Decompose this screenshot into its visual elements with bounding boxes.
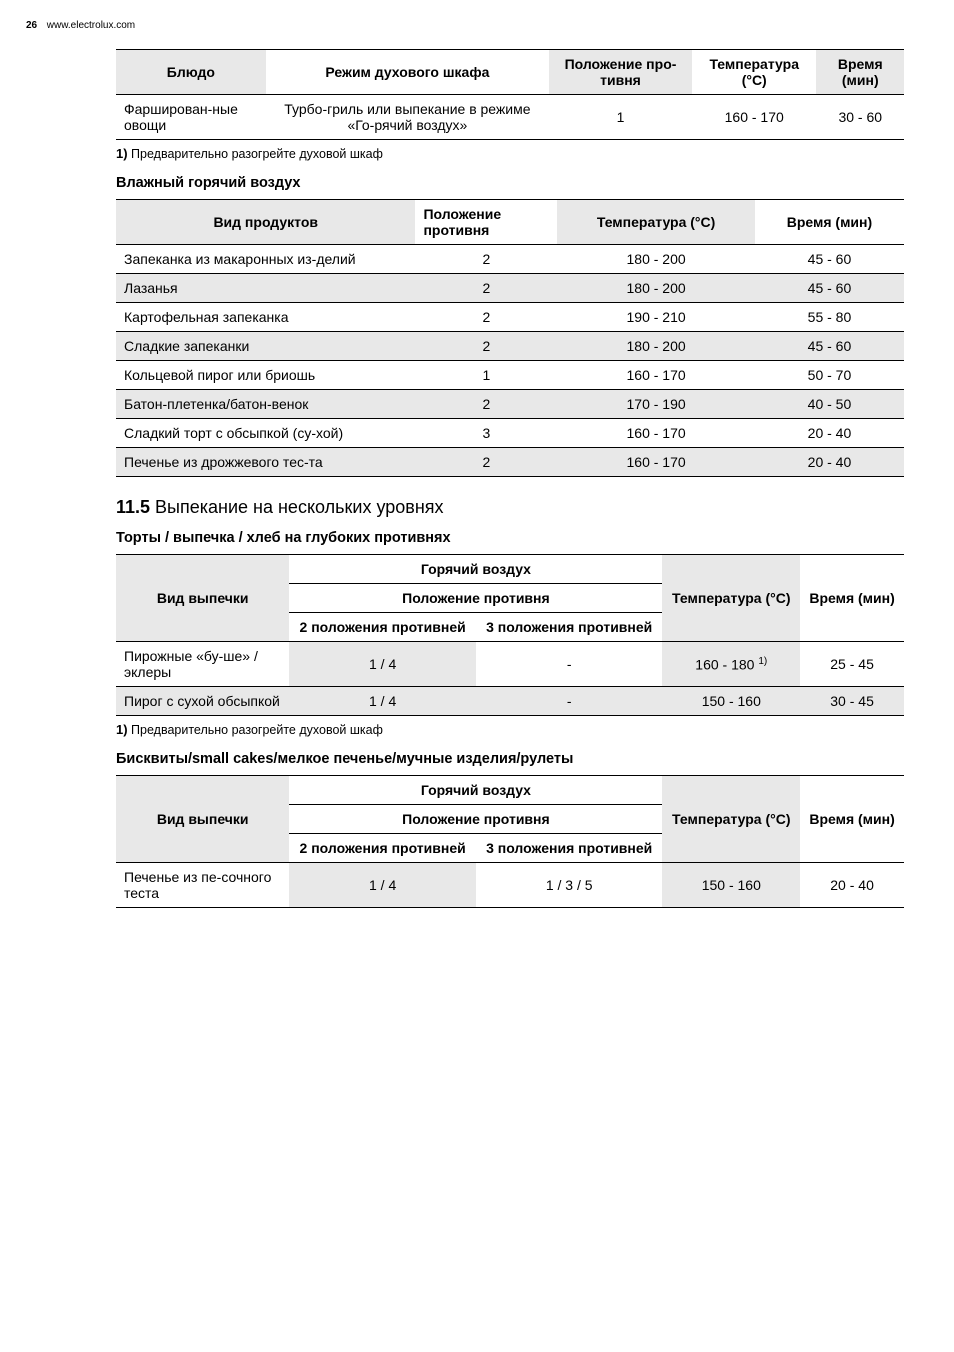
table-moist-air: Вид продуктов Положение противня Темпера… bbox=[116, 199, 904, 477]
page-number: 26 bbox=[26, 20, 44, 31]
table-row: Пирожные «бу‐ше» / эклеры bbox=[116, 642, 289, 687]
table-row: Лазанья bbox=[116, 274, 415, 303]
table-row: 150 - 160 bbox=[662, 863, 800, 908]
table-row: Сладкий торт с обсыпкой (су‐хой) bbox=[116, 419, 415, 448]
t2-h4: Время (мин) bbox=[755, 200, 904, 245]
table-row: 1 / 4 bbox=[289, 642, 476, 687]
table-row: 150 - 160 bbox=[662, 687, 800, 716]
table-row: 2 bbox=[415, 274, 557, 303]
t1-h2: Режим духового шкафа bbox=[266, 50, 549, 95]
table-row: 20 - 40 bbox=[755, 419, 904, 448]
table-row: 2 bbox=[415, 332, 557, 361]
page-header: 26 www.electrolux.com bbox=[26, 20, 904, 31]
table-row: 1 bbox=[415, 361, 557, 390]
section-text: Выпекание на нескольких уровнях bbox=[150, 497, 443, 517]
t2-h1: Вид продуктов bbox=[116, 200, 415, 245]
footnote-1: 1) Предварительно разогрейте духовой шка… bbox=[116, 146, 904, 161]
table-stuffed-veg: Блюдо Режим духового шкафа Положение про… bbox=[116, 49, 904, 140]
table-row: Печенье из пе‐сочного теста bbox=[116, 863, 289, 908]
table-row: 45 - 60 bbox=[755, 332, 904, 361]
table-row: 20 - 40 bbox=[800, 863, 904, 908]
fn2-text: Предварительно разогрейте духовой шкаф bbox=[128, 723, 383, 737]
t1-h5: Время (мин) bbox=[816, 50, 904, 95]
section-num: 11.5 bbox=[116, 497, 150, 517]
t1-time: 30 - 60 bbox=[816, 95, 904, 140]
table-row: Запеканка из макаронных из‐делий bbox=[116, 245, 415, 274]
table-row: - bbox=[476, 687, 663, 716]
table-row: 45 - 60 bbox=[755, 274, 904, 303]
t4-h-time: Время (мин) bbox=[800, 776, 904, 863]
t4-h-pos2: 2 положения противней bbox=[289, 834, 476, 863]
t3-h-posrow: Положение противня bbox=[289, 584, 662, 613]
table-row: 1 / 4 bbox=[289, 687, 476, 716]
t4-h-temp: Температура (°C) bbox=[662, 776, 800, 863]
table-row: 30 - 45 bbox=[800, 687, 904, 716]
t1-dish: Фарширован‐ные овощи bbox=[116, 95, 266, 140]
table-row: 1 / 4 bbox=[289, 863, 476, 908]
table-row: Пирог с сухой обсыпкой bbox=[116, 687, 289, 716]
t1-temp: 160 - 170 bbox=[692, 95, 817, 140]
t2-h3: Температура (°C) bbox=[557, 200, 755, 245]
table-row: 40 - 50 bbox=[755, 390, 904, 419]
t1-h4: Температура (°C) bbox=[692, 50, 817, 95]
table-row: 20 - 40 bbox=[755, 448, 904, 477]
table-row: 1 / 3 / 5 bbox=[476, 863, 663, 908]
t2-h2: Положение противня bbox=[415, 200, 557, 245]
t1-h3: Положение про‐тивня bbox=[549, 50, 692, 95]
t3-h-air: Горячий воздух bbox=[289, 555, 662, 584]
page-url: www.electrolux.com bbox=[47, 20, 135, 31]
t3-h-temp: Температура (°C) bbox=[662, 555, 800, 642]
fn2-num: 1) bbox=[116, 722, 128, 737]
table-row: 55 - 80 bbox=[755, 303, 904, 332]
t1-pos: 1 bbox=[549, 95, 692, 140]
table-row: 2 bbox=[415, 245, 557, 274]
table-row: 160 - 170 bbox=[557, 361, 755, 390]
table-row: 160 - 170 bbox=[557, 448, 755, 477]
fn1-text: Предварительно разогрейте духовой шкаф bbox=[128, 147, 383, 161]
table-multi-level-cakes: Вид выпечки Горячий воздух Температура (… bbox=[116, 554, 904, 716]
table-row: 170 - 190 bbox=[557, 390, 755, 419]
subhead-moist-air: Влажный горячий воздух bbox=[116, 175, 904, 191]
table-row: 3 bbox=[415, 419, 557, 448]
table-row: 2 bbox=[415, 448, 557, 477]
table-row: 180 - 200 bbox=[557, 245, 755, 274]
fn1-num: 1) bbox=[116, 146, 128, 161]
table-row: 160 - 180 1) bbox=[662, 642, 800, 687]
subhead-cakes: Торты / выпечка / хлеб на глубоких проти… bbox=[116, 530, 904, 546]
t3-h-pos2: 2 положения противней bbox=[289, 613, 476, 642]
table-row: Батон-плетенка/батон-венок bbox=[116, 390, 415, 419]
table-row: 160 - 170 bbox=[557, 419, 755, 448]
t3-h-type: Вид выпечки bbox=[116, 555, 289, 642]
subhead-biscuits: Бисквиты/small cakes/мелкое печенье/мучн… bbox=[116, 751, 904, 767]
t4-h-type: Вид выпечки bbox=[116, 776, 289, 863]
table-row: 45 - 60 bbox=[755, 245, 904, 274]
table-row: 190 - 210 bbox=[557, 303, 755, 332]
t1-h1: Блюдо bbox=[116, 50, 266, 95]
table-row: 2 bbox=[415, 390, 557, 419]
t3-h-time: Время (мин) bbox=[800, 555, 904, 642]
table-row: Печенье из дрожжевого тес‐та bbox=[116, 448, 415, 477]
footnote-2: 1) Предварительно разогрейте духовой шка… bbox=[116, 722, 904, 737]
t4-h-air: Горячий воздух bbox=[289, 776, 662, 805]
table-row: Кольцевой пирог или бриошь bbox=[116, 361, 415, 390]
table-multi-level-biscuits: Вид выпечки Горячий воздух Температура (… bbox=[116, 775, 904, 908]
table-row: 50 - 70 bbox=[755, 361, 904, 390]
table-row: 180 - 200 bbox=[557, 332, 755, 361]
table-row: Картофельная запеканка bbox=[116, 303, 415, 332]
table-row: Сладкие запеканки bbox=[116, 332, 415, 361]
t4-h-posrow: Положение противня bbox=[289, 805, 662, 834]
table-row: 2 bbox=[415, 303, 557, 332]
table-row: - bbox=[476, 642, 663, 687]
t1-mode: Турбо-гриль или выпекание в режиме «Го‐р… bbox=[266, 95, 549, 140]
table-row: 180 - 200 bbox=[557, 274, 755, 303]
section-title: 11.5 Выпекание на нескольких уровнях bbox=[116, 497, 904, 518]
t4-h-pos3: 3 положения противней bbox=[476, 834, 663, 863]
t3-h-pos3: 3 положения противней bbox=[476, 613, 663, 642]
table-row: 25 - 45 bbox=[800, 642, 904, 687]
